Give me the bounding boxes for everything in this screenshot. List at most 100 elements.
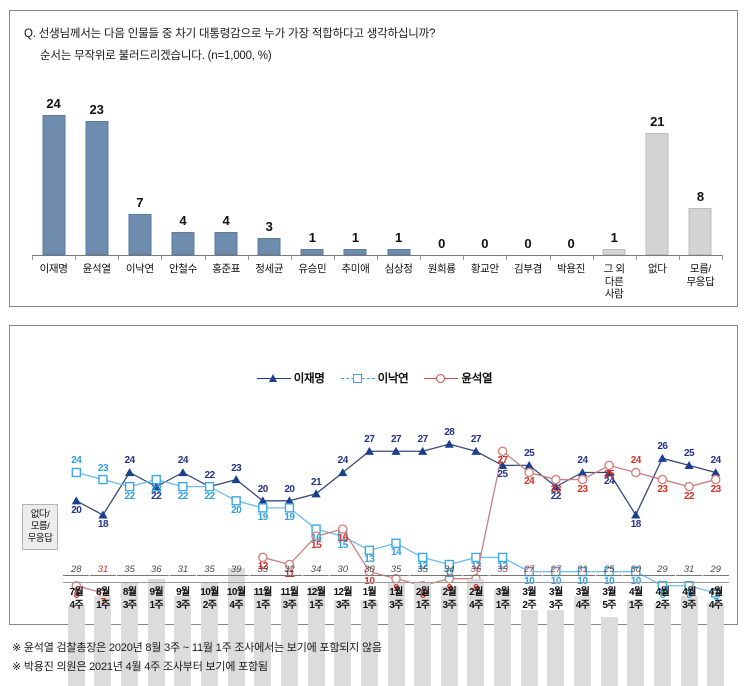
data-value-label: 20: [284, 483, 295, 495]
nd-background-bar: [147, 578, 165, 686]
data-value-label: 24: [604, 476, 615, 488]
x-axis-label: 11월 3주: [280, 587, 299, 611]
data-point-marker: [524, 467, 535, 478]
data-value-label: 22: [124, 490, 136, 502]
trend-x-axis-labels: 7월 4주 8월 1주 8월 3주 9월 1주 9월 3주 10월 2주 10월 4주 11월 1주 11월 3주…: [63, 587, 729, 621]
nd-background-bar: [94, 596, 112, 686]
nd-value-label: 28: [63, 564, 90, 576]
legend-marker-open-square-icon: [352, 374, 362, 383]
nd-background-bar: [547, 609, 565, 686]
x-axis-label: 10월 4주: [226, 587, 246, 611]
bar-rect: [688, 208, 712, 255]
bar-category-label: 유승민: [298, 263, 327, 275]
nd-background-bar: [440, 585, 458, 686]
bar-category-label: 그 외 다른 사람: [603, 263, 625, 300]
data-point-marker: [444, 439, 454, 448]
data-value-label: 8: [659, 589, 666, 601]
trend-plot-area: 20 18 24 22 24 22 23 20 20 21 24 27 27 27 28 27 25 25 22 24…: [63, 421, 729, 686]
nd-value-label: 27: [542, 564, 569, 576]
data-value-label: 22: [683, 490, 695, 502]
data-value-label: 12: [497, 561, 508, 573]
nd-row-side-label: 없다/모름/무응답: [22, 504, 58, 550]
nd-background-bar: [467, 578, 485, 686]
bar-category-label: 없다: [648, 263, 667, 275]
legend-label: 이재명: [293, 373, 325, 385]
footnotes: ※ 윤석열 검찰총장은 2020년 8월 3주 ~ 11월 1주 조사에서는 보…: [12, 639, 732, 677]
axis-tick: [204, 255, 206, 260]
bar-value-label: 1: [308, 230, 316, 246]
axis-tick: [463, 255, 465, 260]
data-value-label: 25: [683, 448, 695, 460]
data-point-marker: [471, 552, 481, 563]
data-value-label: 23: [710, 483, 722, 495]
legend-item-이재명: 이재명: [256, 370, 325, 386]
axis-tick: [32, 255, 33, 260]
bar-column: 4: [163, 107, 203, 255]
data-point-marker: [417, 552, 428, 563]
data-value-label: 7: [713, 596, 719, 608]
data-value-label: 19: [284, 511, 295, 523]
nd-background-bar: [174, 596, 192, 686]
data-value-label: 27: [364, 434, 375, 446]
data-value-label: 13: [364, 554, 375, 566]
legend-marker-filled-triangle-icon: [268, 374, 277, 382]
data-point-marker: [257, 552, 268, 563]
footnote-2: ※ 박용진 의원은 2021년 4월 4주 조사부터 보기에 포함됨: [12, 661, 268, 673]
data-value-label: 24: [177, 455, 189, 467]
bar-chart-panel: Q. 선생님께서는 다음 인물들 중 차기 대통령감으로 누가 가장 적합하다고…: [9, 10, 738, 307]
data-point-marker: [418, 446, 428, 455]
bar-value-label: 0: [481, 236, 489, 251]
data-value-label: 16: [337, 533, 349, 545]
data-point-marker: [151, 482, 161, 491]
axis-tick: [420, 255, 422, 260]
data-value-label: 10: [543, 576, 569, 587]
nd-value-label: 33: [489, 564, 516, 576]
nd-background-bar: [520, 609, 538, 686]
data-value-label: 22: [177, 490, 189, 502]
bar-column: 1: [594, 107, 634, 255]
nd-background-bar: [653, 602, 671, 686]
nd-value-label: 34: [436, 564, 463, 576]
bar-value-label: 1: [351, 230, 360, 246]
data-point-marker: [338, 468, 348, 477]
data-value-label: 25: [604, 469, 615, 481]
question-line-2: 순서는 무작위로 불러드리겠습니다. (n=1,000, %): [40, 50, 272, 62]
data-value-label: 22: [550, 490, 562, 502]
data-value-label: 10: [596, 576, 622, 587]
data-value-label: 11: [284, 568, 295, 580]
legend-swatch: [424, 373, 459, 383]
x-axis-label: 1월 1주: [362, 587, 377, 611]
data-value-label: 23: [577, 483, 588, 495]
nd-background-bar: [573, 596, 591, 686]
trend-legend: 이재명 이낙연 윤석열: [10, 370, 739, 386]
data-value-label: 25: [497, 469, 508, 481]
data-point-marker: [497, 461, 508, 469]
data-value-label: 24: [524, 476, 535, 488]
data-point-marker: [284, 559, 295, 570]
data-point-marker: [98, 474, 108, 485]
axis-tick: [290, 255, 292, 260]
data-value-label: 24: [710, 455, 722, 467]
bar-rect: [343, 249, 367, 255]
nd-value-label: 27: [516, 564, 543, 576]
bar-column: 1: [292, 107, 332, 255]
data-value-label: 10: [516, 576, 542, 587]
x-axis-label: 1월 3주: [389, 587, 403, 611]
legend-swatch: [340, 373, 375, 383]
bar-column: 0: [551, 107, 591, 255]
data-point-marker: [311, 489, 321, 498]
bar-category-label: 모름/무응답: [686, 263, 715, 288]
data-point-marker: [284, 503, 295, 513]
bar-category-label: 추미애: [341, 263, 370, 275]
nd-background-bar: [387, 582, 405, 686]
data-value-label: 16: [311, 533, 322, 545]
nd-value-label: 31: [676, 564, 703, 576]
bar-rect: [128, 214, 152, 255]
nd-background-bar: [227, 568, 245, 686]
nd-value-label: 36: [143, 564, 170, 576]
data-point-marker: [98, 510, 108, 519]
data-point-marker: [497, 446, 508, 457]
bar-rect: [214, 231, 238, 255]
bar-column: 8: [680, 107, 720, 255]
bar-value-label: 1: [610, 230, 618, 246]
